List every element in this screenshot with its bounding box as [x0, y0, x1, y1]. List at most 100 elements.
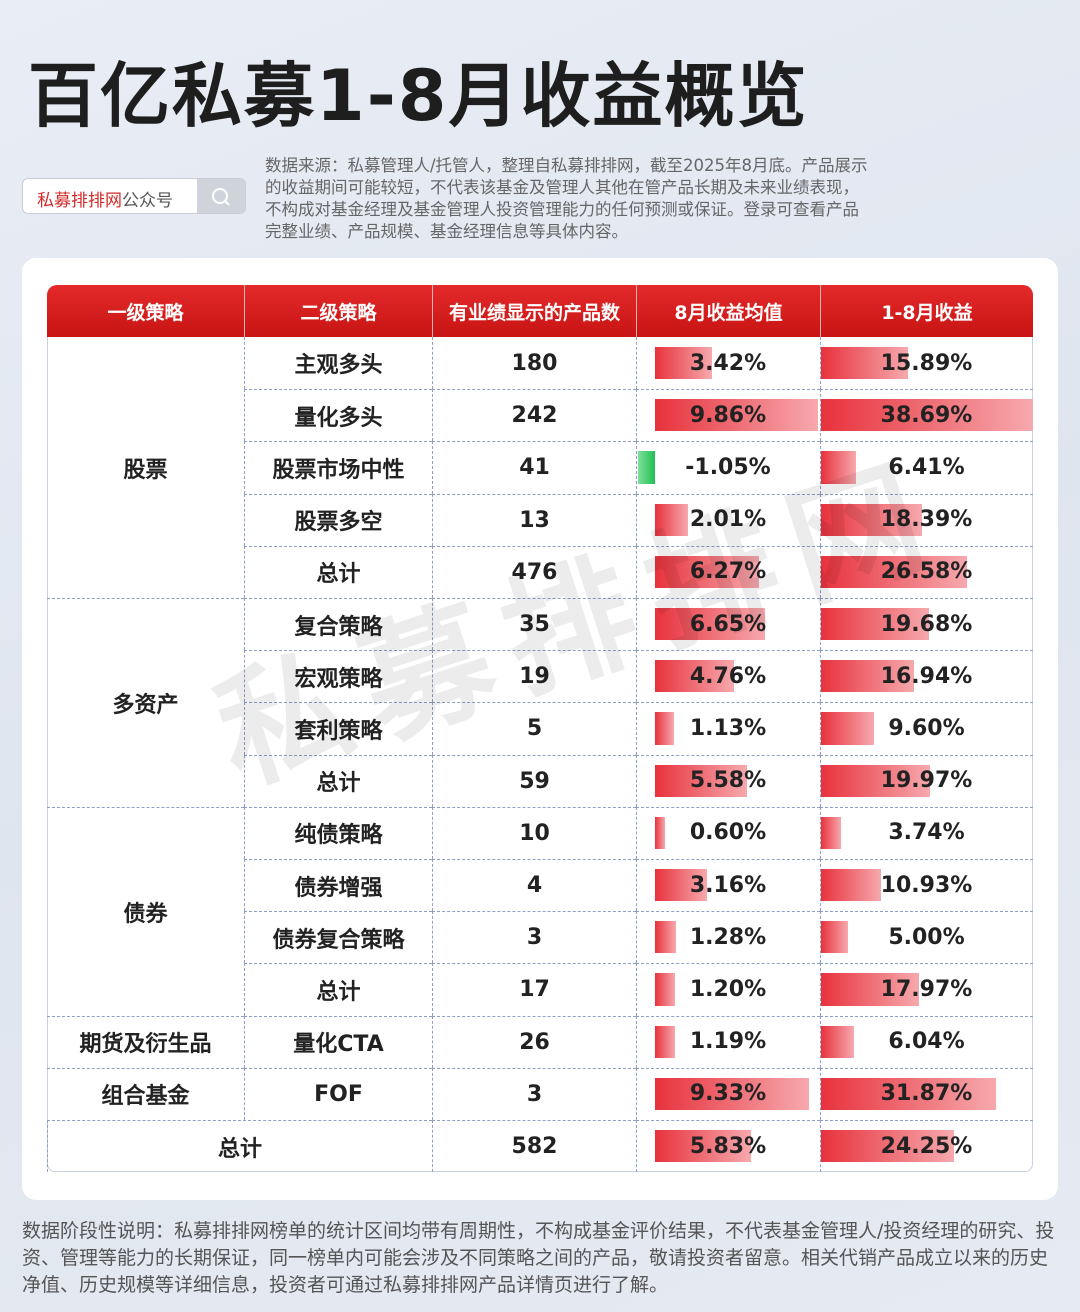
return-value: -1.05% — [685, 454, 771, 480]
suffix: 公众号 — [122, 191, 173, 211]
return-cell — [636, 1015, 820, 1068]
return-cell — [820, 389, 1033, 442]
product-count: 582 — [432, 1120, 636, 1173]
return-cell — [820, 545, 1033, 598]
product-count: 3 — [432, 1067, 636, 1120]
search-box[interactable]: 私募排排网公众号 — [22, 178, 246, 214]
strategy-name: 股票市场中性 — [244, 441, 432, 494]
product-count: 35 — [432, 598, 636, 651]
return-value: 19.97% — [880, 768, 973, 794]
level1-strategy: 期货及衍生品 — [47, 1015, 244, 1068]
level1-strategy: 债券 — [47, 806, 244, 1016]
data-bar — [655, 1130, 752, 1163]
return-cell — [820, 911, 1033, 964]
return-cell — [636, 859, 820, 912]
search-button[interactable] — [197, 179, 245, 213]
product-count: 19 — [432, 650, 636, 703]
return-cell — [820, 493, 1033, 546]
data-bar — [655, 608, 765, 641]
return-value: 17.97% — [880, 976, 973, 1002]
return-cell — [820, 1015, 1033, 1068]
return-cell — [636, 545, 820, 598]
data-bar — [821, 973, 920, 1006]
data-bar — [655, 816, 665, 849]
column-header: 一级策略 — [107, 301, 184, 324]
return-cell — [636, 598, 820, 651]
data-bar — [655, 660, 734, 693]
return-value: 3.74% — [888, 820, 965, 846]
return-value: 18.39% — [880, 507, 973, 533]
strategy-name: 量化CTA — [244, 1015, 432, 1068]
data-bar — [655, 973, 675, 1006]
strategy-name: 债券增强 — [244, 859, 432, 912]
return-value: 38.69% — [880, 402, 973, 428]
data-bar — [821, 1025, 855, 1058]
return-cell — [636, 1067, 820, 1120]
return-value: 1.20% — [689, 976, 767, 1002]
data-bar — [821, 555, 967, 588]
data-bar — [821, 816, 842, 849]
search-icon — [212, 188, 230, 206]
return-value: 1.19% — [689, 1029, 767, 1055]
return-cell — [636, 493, 820, 546]
return-value: 4.76% — [689, 663, 767, 689]
return-cell — [636, 441, 820, 494]
data-bar — [821, 712, 874, 745]
data-bar — [821, 451, 857, 484]
strategy-name: 主观多头 — [244, 337, 432, 390]
data-bar — [821, 608, 929, 641]
product-count: 180 — [432, 337, 636, 390]
data-bar — [821, 347, 909, 380]
brand: 私募排排网 — [37, 191, 122, 211]
strategy-name: 总计 — [244, 754, 432, 807]
return-cell — [636, 911, 820, 964]
return-cell — [820, 1067, 1033, 1120]
strategy-name: 总计 — [244, 545, 432, 598]
return-cell — [820, 806, 1033, 859]
data-bar — [821, 399, 1033, 432]
strategy-name: 纯债策略 — [244, 806, 432, 859]
column-header: 8月收益均值 — [636, 285, 820, 337]
return-value: 1.28% — [689, 924, 767, 950]
product-count: 26 — [432, 1015, 636, 1068]
return-cell — [636, 389, 820, 442]
source-note: 数据来源：私募管理人/托管人，整理自私募排排网，截至2025年8月底。产品展示的… — [265, 156, 868, 241]
return-value: 9.33% — [689, 1081, 767, 1107]
return-cell — [820, 859, 1033, 912]
return-value: 19.68% — [880, 611, 973, 637]
return-value: 10.93% — [880, 872, 973, 898]
strategy-name: 套利策略 — [244, 702, 432, 755]
data-bar — [655, 503, 689, 536]
data-bar — [655, 1077, 810, 1110]
product-count: 17 — [432, 963, 636, 1016]
return-value: 3.42% — [689, 350, 767, 376]
return-cell — [820, 1120, 1033, 1173]
return-cell — [820, 337, 1033, 390]
return-value: 9.86% — [689, 402, 767, 428]
strategy-name: 总计 — [47, 1120, 432, 1173]
data-bar — [655, 347, 712, 380]
data-bar — [637, 451, 655, 484]
return-value: 15.89% — [880, 350, 973, 376]
data-bar — [821, 503, 922, 536]
data-bar — [821, 1130, 954, 1163]
data-bar — [655, 555, 759, 588]
return-cell — [820, 598, 1033, 651]
product-count: 5 — [432, 702, 636, 755]
product-count: 476 — [432, 545, 636, 598]
strategy-name: FOF — [244, 1067, 432, 1120]
level1-strategy: 股票 — [123, 457, 168, 483]
return-value: 6.04% — [888, 1029, 965, 1055]
return-value: 5.58% — [689, 768, 767, 794]
strategy-name: 总计 — [244, 963, 432, 1016]
return-value: 0.60% — [689, 820, 767, 846]
data-bar — [655, 869, 708, 902]
strategy-name: 股票多空 — [244, 493, 432, 546]
data-bar — [821, 869, 881, 902]
return-cell — [820, 754, 1033, 807]
return-value: 6.65% — [689, 611, 767, 637]
return-cell — [636, 806, 820, 859]
return-value: 16.94% — [880, 663, 973, 689]
